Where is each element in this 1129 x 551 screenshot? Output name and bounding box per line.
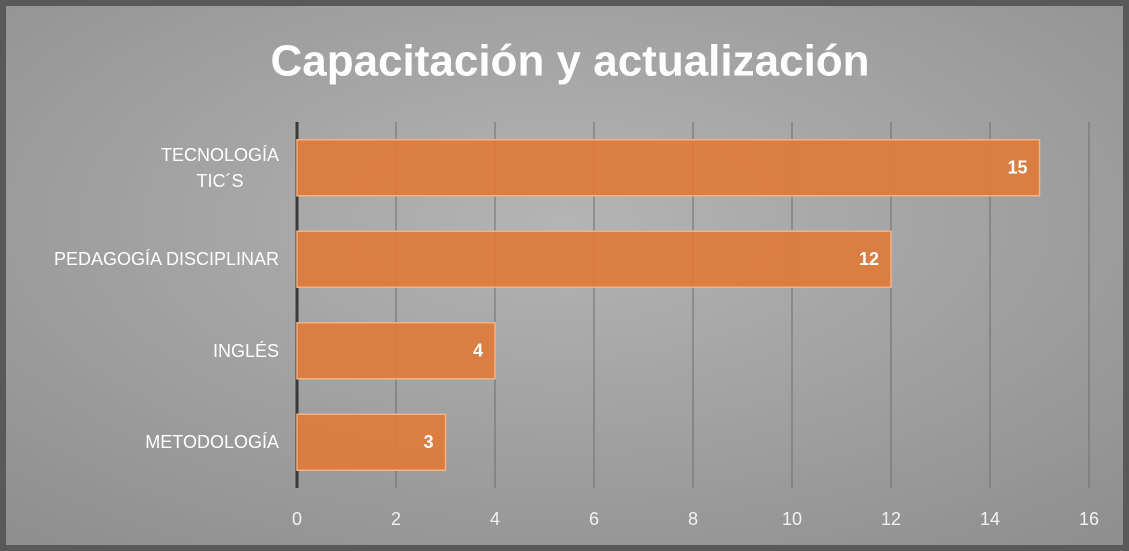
bar (296, 230, 892, 288)
bar (296, 139, 1041, 197)
y-tick-label-box: METODOLOGÍA (145, 397, 279, 487)
x-tick-label: 2 (391, 509, 401, 529)
y-tick-label: TECNOLOGÍA TIC´S (160, 144, 279, 191)
x-tick-label: 6 (589, 509, 599, 529)
x-tick-label: 4 (490, 509, 500, 529)
bar (296, 322, 496, 380)
bar (296, 413, 447, 471)
y-tick-label: PEDAGOGÍA DISCIPLINAR (53, 249, 279, 270)
x-tick-label: 8 (688, 509, 698, 529)
chart-title: Capacitación y actualización (270, 37, 869, 86)
x-tick-label: 0 (292, 509, 302, 529)
x-tick-label: 14 (980, 509, 1000, 529)
y-tick-label: METODOLOGÍA (145, 432, 279, 453)
y-tick-label-box: TECNOLOGÍA TIC´S (161, 123, 279, 213)
y-tick-label: INGLÉS (212, 340, 279, 361)
x-tick-label: 16 (1079, 509, 1099, 529)
data-label: 3 (423, 432, 433, 452)
data-label: 4 (473, 341, 483, 361)
data-label: 15 (1007, 158, 1027, 178)
y-tick-label-box: PEDAGOGÍA DISCIPLINAR (54, 214, 279, 304)
data-label: 12 (859, 249, 879, 269)
x-tick-label: 12 (881, 509, 901, 529)
x-tick-label: 10 (782, 509, 802, 529)
y-tick-label-box: INGLÉS (213, 306, 279, 396)
